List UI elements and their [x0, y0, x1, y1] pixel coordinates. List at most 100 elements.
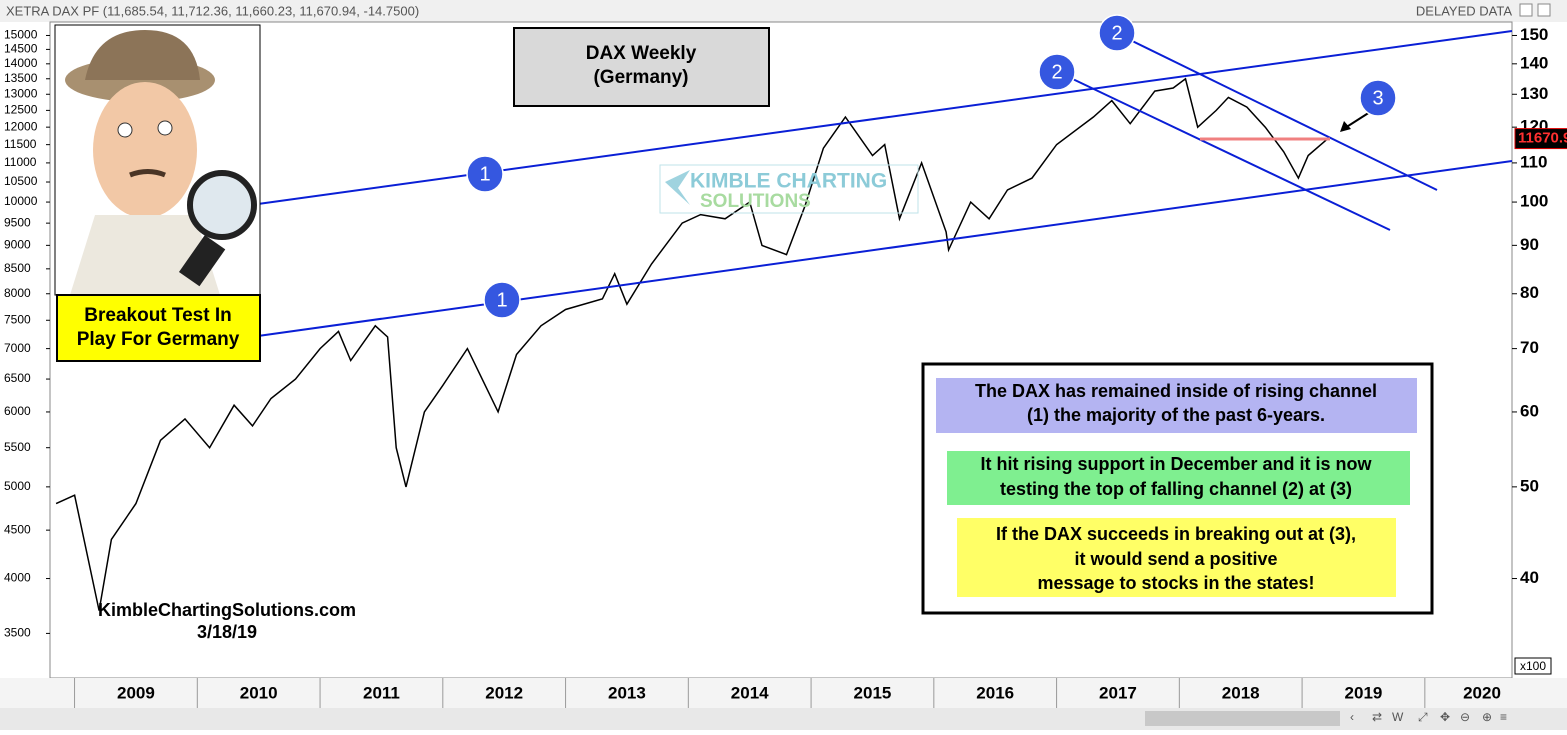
- watermark-box: [659, 164, 919, 214]
- toolbar-icon[interactable]: ‹: [1350, 710, 1354, 724]
- y-tick-label: 9500: [4, 215, 31, 229]
- y-tick-label: 5000: [4, 479, 31, 493]
- arrow: [1344, 111, 1371, 129]
- x-tick-label: 2012: [485, 683, 523, 702]
- y-tick-label: 13500: [4, 71, 38, 85]
- falling-line: [1117, 33, 1438, 191]
- badge-label: 2: [1111, 22, 1122, 44]
- y-tick-label: 7000: [4, 341, 31, 355]
- quote: XETRA DAX PF (11,685.54, 11,712.36, 11,6…: [6, 3, 419, 18]
- badge-label: 2: [1051, 61, 1062, 83]
- y-tick-label: 4000: [4, 571, 31, 585]
- y-tick-label: 15000: [4, 28, 38, 42]
- toolbar-icon[interactable]: ⤢: [1417, 710, 1428, 724]
- x-tick-label: 2013: [608, 683, 646, 702]
- header-bar: [0, 0, 1567, 22]
- x-tick-label: 2017: [1099, 683, 1137, 702]
- badges: 1 1 2 2 3: [466, 14, 1397, 319]
- y-tick-label: 8500: [4, 261, 31, 275]
- note-bg: [957, 518, 1396, 597]
- y2-tick-label: 140: [1520, 53, 1548, 72]
- y2-tick-label: 60: [1520, 401, 1539, 420]
- note-bg: [947, 451, 1410, 505]
- window-button[interactable]: [1519, 3, 1533, 17]
- y-tick-label: 6500: [4, 371, 31, 385]
- badge: [466, 155, 504, 193]
- badge: [1359, 79, 1397, 117]
- note-bg: [936, 378, 1417, 433]
- y-tick-label: 12500: [4, 103, 38, 117]
- y-tick-label: 5500: [4, 440, 31, 454]
- x-tick-label: 2015: [854, 683, 892, 702]
- window-button[interactable]: [1537, 3, 1551, 17]
- x-tick-label: 2020: [1463, 683, 1501, 702]
- chart-title: DAX Weekly: [586, 43, 697, 64]
- illustration: [65, 30, 257, 295]
- y2-unit: x100: [1520, 659, 1546, 673]
- x-tick-label: 2011: [363, 683, 400, 702]
- y-tick-label: 9000: [4, 238, 31, 252]
- scale-box: [1514, 657, 1552, 675]
- y-tick-label: 10500: [4, 174, 38, 188]
- toolbar: ‹ ⇄ W ⤢ ✥ ⊖ ⊕ ≡: [1350, 710, 1507, 724]
- hat: [85, 30, 200, 80]
- y-tick-label: 6000: [4, 404, 31, 418]
- note: message to stocks in the states!: [1037, 573, 1314, 593]
- y-tick-label: 14000: [4, 56, 38, 70]
- x-tick-label: 2016: [976, 683, 1014, 702]
- title-box: [513, 27, 770, 107]
- note: it would send a positive: [1074, 549, 1277, 569]
- y-tick-label: 8000: [4, 286, 31, 300]
- x-tick-label: 2009: [117, 683, 155, 702]
- y-tick-label: 11500: [4, 137, 37, 151]
- y-tick-label: 14500: [4, 42, 38, 56]
- channel-line: [257, 160, 1513, 337]
- callout-box: [56, 294, 261, 362]
- watermark-logo: [665, 170, 690, 205]
- toolbar-icon[interactable]: W: [1392, 710, 1404, 724]
- falling-line: [1057, 71, 1391, 231]
- chart-subtitle: (Germany): [593, 67, 688, 88]
- badge-label: 1: [479, 163, 490, 185]
- y-tick-label: 3500: [4, 626, 31, 640]
- y2-tick-label: 70: [1520, 338, 1539, 357]
- note: (1) the majority of the past 6-years.: [1027, 405, 1325, 425]
- y-tick-label: 11000: [4, 155, 37, 169]
- y2-tick-label: 110: [1520, 152, 1547, 171]
- toolbar-icon[interactable]: ✥: [1440, 710, 1450, 724]
- x-tick-label: 2018: [1222, 683, 1260, 702]
- x-tick-label: 2019: [1345, 683, 1383, 702]
- toolbar-icon[interactable]: ⇄: [1372, 710, 1382, 724]
- note: testing the top of falling channel (2) a…: [1000, 479, 1352, 499]
- note: The DAX has remained inside of rising ch…: [975, 381, 1377, 401]
- scrollbar-thumb[interactable]: [1145, 711, 1340, 726]
- status: DELAYED DATA: [1416, 3, 1512, 18]
- y2-tick-label: 130: [1520, 84, 1548, 103]
- y-tick-label: 13000: [4, 86, 38, 100]
- y2-tick-label: 150: [1520, 25, 1548, 44]
- y-tick-label: 12000: [4, 119, 38, 133]
- toolbar-icon[interactable]: ≡: [1500, 710, 1507, 724]
- toolbar-icon[interactable]: ⊕: [1482, 710, 1492, 724]
- badge: [1038, 53, 1076, 91]
- y-tick-label: 7500: [4, 312, 31, 326]
- series-layer: 3500 4000 4500 5000 5500 6000 6500 7000 7500 8000…: [4, 25, 1567, 708]
- toolbar-icon[interactable]: ⊖: [1460, 710, 1470, 724]
- arrow-head: [1340, 121, 1351, 132]
- y-tick-label: 4500: [4, 522, 31, 536]
- badge: [483, 281, 521, 319]
- credit: KimbleChartingSolutions.com: [98, 600, 356, 620]
- y2-tick-label: 80: [1520, 283, 1539, 302]
- badge-label: 1: [496, 289, 507, 311]
- watermark: KIMBLE CHARTING: [690, 170, 887, 193]
- badge: [1098, 14, 1136, 52]
- face: [93, 82, 197, 218]
- price-tag-label: 11670.94: [1518, 130, 1567, 147]
- y-tick-label: 10000: [4, 194, 38, 208]
- callout: Breakout Test In: [84, 305, 231, 326]
- x-tick-label: 2014: [731, 683, 769, 702]
- coat: [70, 215, 220, 295]
- badge-label: 3: [1372, 87, 1383, 109]
